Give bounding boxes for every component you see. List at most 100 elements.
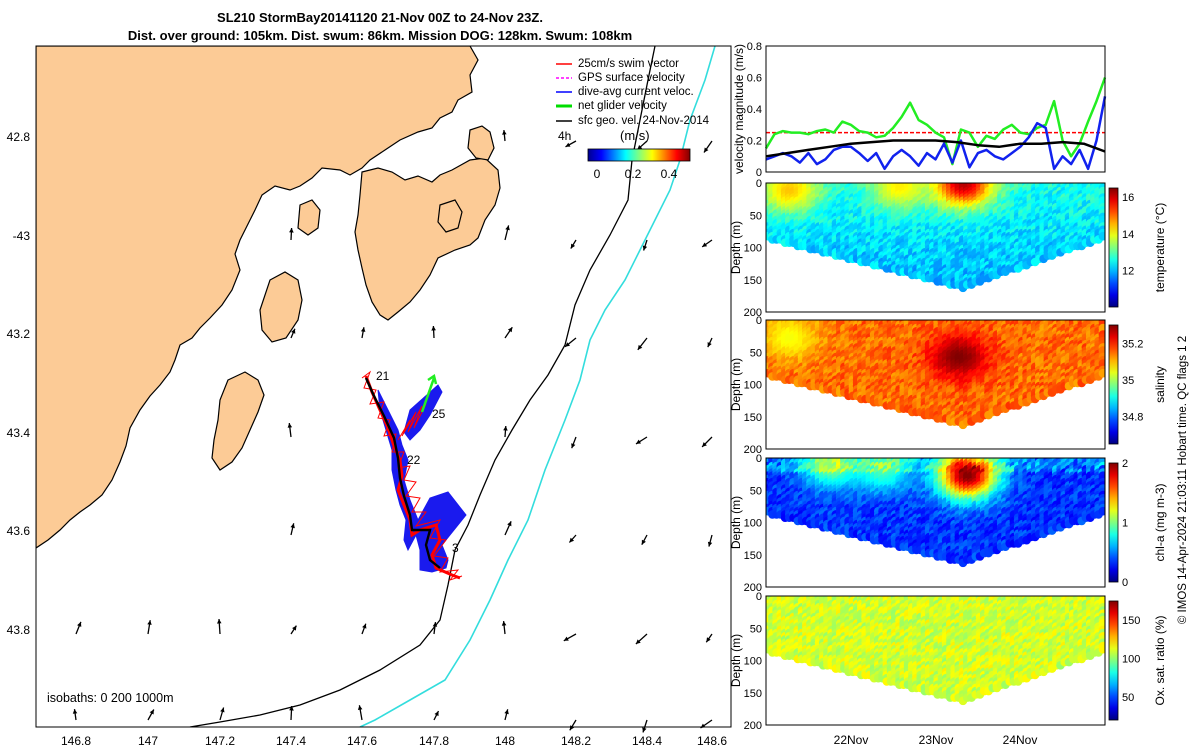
section-y-tick: 100 bbox=[744, 243, 762, 255]
section-y-tick: 100 bbox=[744, 380, 762, 392]
net-velocity-arrow bbox=[420, 373, 438, 413]
isobaths-label: isobaths: 0 200 1000m bbox=[47, 691, 173, 705]
section-ox--sat--ratio: 0 50 100 150 200 Depth (m) 50 100 150 Ox. sat. ra… bbox=[729, 591, 1167, 732]
section-y-tick: 100 bbox=[744, 656, 762, 668]
section-colorbar bbox=[1108, 462, 1119, 583]
section-y-tick: 100 bbox=[744, 518, 762, 530]
geo-velocity-arrow bbox=[707, 534, 713, 547]
speed-colorbar-tick-2: 0.4 bbox=[661, 167, 678, 181]
section-dots bbox=[766, 458, 1105, 568]
geo-velocity-arrow bbox=[219, 707, 225, 721]
section-ylabel: Depth (m) bbox=[729, 358, 743, 411]
section-y-tick: 0 bbox=[756, 178, 762, 190]
map-y-axis: 42.8 -43 43.2 43.4 43.6 43.8 bbox=[7, 130, 31, 637]
geo-velocity-arrow bbox=[641, 534, 648, 546]
map-x-tick: 147.6 bbox=[347, 734, 377, 748]
colorbar-label: temperature (°C) bbox=[1153, 203, 1167, 293]
section-y-tick: 200 bbox=[744, 720, 762, 732]
geo-velocity-arrow bbox=[503, 425, 508, 438]
geo-velocity-arrow bbox=[705, 633, 713, 643]
section-salinity: 0 50 100 150 200 Depth (m) 34.8 35 35.2 salinity bbox=[729, 315, 1167, 456]
velocity-y-tick: 0.2 bbox=[747, 136, 762, 148]
geo-velocity-arrow bbox=[703, 140, 713, 153]
section-y-tick: 0 bbox=[756, 453, 762, 465]
geo-velocity-arrow bbox=[501, 621, 507, 635]
velocity-y-tick: 0.6 bbox=[747, 73, 762, 85]
geo-velocity-arrow bbox=[564, 337, 577, 348]
map-x-tick: 147.2 bbox=[205, 734, 235, 748]
map-y-tick: 43.4 bbox=[7, 426, 31, 440]
map-x-tick: 148.6 bbox=[697, 734, 727, 748]
colorbar-label: Ox. sat. ratio (%) bbox=[1153, 615, 1167, 705]
isobath-200m bbox=[189, 46, 656, 727]
velocity-frame bbox=[765, 45, 1106, 173]
swim-vector-track bbox=[364, 375, 461, 580]
time-tick-24nov: 24Nov bbox=[1003, 733, 1038, 747]
velocity-y-tick: 0 bbox=[756, 167, 762, 179]
time-tick-23nov: 23Nov bbox=[919, 733, 954, 747]
section-chl-a: 0 50 100 150 200 Depth (m) 0 1 2 chl-a (mg m-3) bbox=[729, 453, 1167, 594]
land-south-block bbox=[259, 271, 303, 343]
glider-path bbox=[364, 377, 441, 569]
geo-velocity-arrow bbox=[563, 633, 577, 642]
glider-track bbox=[361, 370, 467, 582]
geo-velocity-arrow bbox=[502, 130, 507, 142]
section-ylabel: Depth (m) bbox=[729, 496, 743, 549]
map-x-tick: 148.4 bbox=[632, 734, 662, 748]
legend-net-velocity: net glider velocity bbox=[556, 100, 667, 112]
geo-velocity-arrow bbox=[432, 622, 438, 635]
section-colorbar bbox=[1108, 324, 1119, 445]
geo-velocity-arrow bbox=[287, 423, 293, 438]
velocity-series-line bbox=[765, 96, 1107, 171]
isobath-1000m bbox=[359, 46, 716, 727]
geo-velocity-arrow bbox=[289, 705, 294, 721]
velocity-series bbox=[764, 77, 1107, 171]
title-line-1: SL210 StormBay20141120 21-Nov 00Z to 24-… bbox=[217, 10, 543, 25]
section-y-tick: 150 bbox=[744, 550, 762, 562]
track-day-label-3: 3 bbox=[452, 541, 459, 555]
section-dots bbox=[766, 183, 1105, 293]
track-red-zigzag-2 bbox=[397, 403, 427, 441]
section-y-tick: 150 bbox=[744, 688, 762, 700]
section-y-tick: 200 bbox=[744, 582, 762, 594]
velocity-y-ticks: 0 0.2 0.4 0.6 0.8 bbox=[747, 41, 762, 179]
section-y-tick: 150 bbox=[744, 275, 762, 287]
geo-velocity-arrow bbox=[361, 623, 367, 635]
legend-swim-vector-label: 25cm/s swim vector bbox=[578, 58, 679, 70]
map-x-tick: 147.8 bbox=[419, 734, 449, 748]
section-y-tick: 0 bbox=[756, 315, 762, 327]
map-x-tick: 147 bbox=[138, 734, 158, 748]
geo-velocity-arrow bbox=[636, 140, 648, 151]
velocity-y-tick: 0.8 bbox=[747, 41, 762, 53]
geo-velocity-arrow bbox=[701, 239, 713, 248]
section-ylabel: Depth (m) bbox=[729, 634, 743, 687]
section-y-tick: 50 bbox=[750, 210, 762, 222]
colorbar-tick: 35 bbox=[1122, 375, 1134, 387]
section-y-tick: 50 bbox=[750, 485, 762, 497]
geo-velocity-arrow bbox=[568, 534, 577, 543]
section-colorbar bbox=[1108, 600, 1119, 721]
scale-label: 4h bbox=[558, 129, 571, 143]
map-frame bbox=[35, 45, 732, 728]
colorbar-tick: 50 bbox=[1122, 692, 1134, 704]
map-y-tick: 42.8 bbox=[7, 130, 31, 144]
colorbar-label: chl-a (mg m-3) bbox=[1153, 483, 1167, 561]
legend-dive-avg: dive-avg current veloc. bbox=[556, 86, 694, 98]
geo-velocity-arrow bbox=[75, 621, 82, 635]
speed-colorbar-tick-1: 0.2 bbox=[625, 167, 642, 181]
track-day-label-25: 25 bbox=[432, 407, 446, 421]
legend-sfc-geo: sfc geo. vel. 24-Nov-2014 bbox=[556, 115, 710, 127]
land-island-2 bbox=[437, 199, 463, 233]
map-x-tick: 147.4 bbox=[276, 734, 306, 748]
colorbar-tick: 34.8 bbox=[1122, 412, 1143, 424]
colorbar-label: salinity bbox=[1153, 366, 1167, 403]
colorbar-tick: 100 bbox=[1122, 654, 1140, 666]
colorbar-tick: 1 bbox=[1122, 518, 1128, 530]
map-x-axis: 146.8 147 147.2 147.4 147.6 147.8 148 14… bbox=[61, 734, 727, 748]
map-panel: 21 22 25 3 25cm/s swim vector GPS surfac… bbox=[7, 45, 732, 748]
geo-velocity-arrow bbox=[290, 625, 297, 635]
geo-velocity-arrow bbox=[642, 719, 648, 733]
section-y-tick: 50 bbox=[750, 623, 762, 635]
geo-velocity-arrow bbox=[289, 227, 294, 241]
